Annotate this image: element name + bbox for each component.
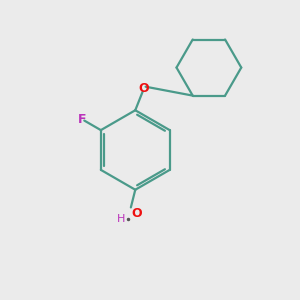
Text: O: O xyxy=(131,207,142,220)
Text: F: F xyxy=(78,112,86,126)
Text: H: H xyxy=(117,214,125,224)
Text: O: O xyxy=(139,82,149,95)
